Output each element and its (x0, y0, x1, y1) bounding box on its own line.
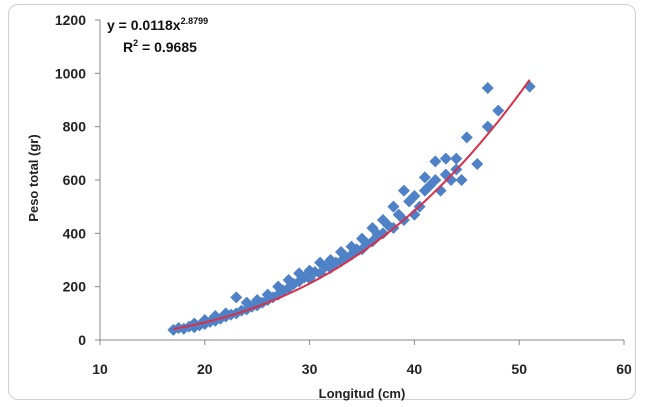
x-tick-label: 20 (197, 361, 213, 377)
chart-frame (8, 4, 636, 400)
data-point (492, 104, 505, 117)
y-tick-label: 200 (63, 279, 87, 295)
y-tick-label: 400 (63, 225, 87, 241)
x-tick-label: 10 (92, 361, 108, 377)
data-point (408, 208, 421, 221)
r-squared-value: = 0.9685 (138, 39, 197, 55)
data-point (230, 291, 243, 304)
data-point (460, 131, 473, 144)
y-tick-label: 1200 (55, 12, 86, 28)
data-point (387, 200, 400, 213)
r-squared-prefix: R (123, 39, 133, 55)
y-axis-label: Peso total (gr) (26, 134, 41, 221)
equation-exponent: 2.8799 (181, 16, 209, 26)
data-point (408, 190, 421, 202)
r-squared: R2 = 0.9685 (123, 38, 197, 55)
axes (95, 19, 625, 345)
data-point (429, 174, 442, 186)
y-tick-label: 1000 (55, 65, 86, 81)
equation-prefix: y = 0.0118x (107, 17, 181, 33)
tick-labels: 0 200 400 600 800 1000 1200 10 20 30 40 50 60 (55, 12, 632, 377)
data-point (376, 227, 389, 240)
data-point (418, 171, 431, 184)
x-tick-label: 60 (616, 361, 632, 377)
r-squared-exponent: 2 (133, 38, 138, 48)
y-tick-label: 0 (78, 332, 86, 348)
y-tick-label: 600 (63, 172, 87, 188)
data-point (450, 152, 463, 165)
data-point (471, 158, 484, 170)
data-points (167, 80, 536, 336)
data-point (481, 120, 494, 133)
trendline-equation: y = 0.0118x2.8799 (107, 16, 208, 33)
x-tick-label: 40 (407, 361, 423, 377)
trendline (173, 79, 531, 330)
x-axis-label: Longitud (cm) (319, 386, 406, 401)
x-tick-label: 30 (302, 361, 318, 377)
y-tick-label: 800 (63, 119, 87, 135)
trendline-group (173, 79, 531, 330)
data-point (439, 152, 452, 165)
data-point (429, 155, 442, 168)
data-point (481, 82, 494, 94)
data-point (445, 174, 458, 186)
data-point (397, 184, 410, 197)
data-point (455, 174, 468, 186)
x-tick-label: 50 (511, 361, 527, 377)
